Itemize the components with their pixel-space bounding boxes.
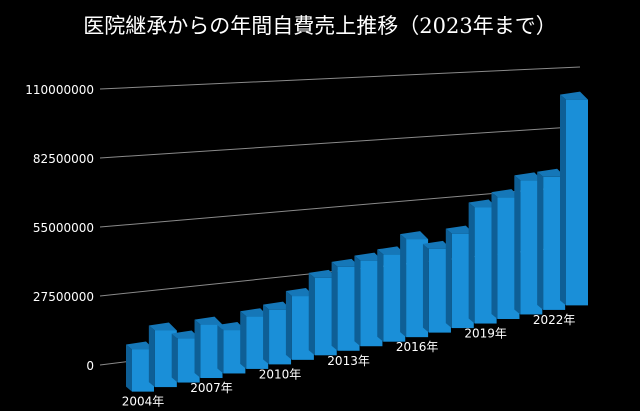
bar-side	[400, 234, 407, 338]
bar-top	[148, 322, 177, 331]
bar	[543, 176, 566, 310]
y-tick-label: 55000000	[33, 221, 94, 235]
x-tick-label: 2019年	[464, 327, 507, 341]
bar-side	[537, 171, 544, 310]
bar-top	[240, 308, 269, 317]
bar-side	[240, 311, 247, 369]
bar-top	[194, 316, 223, 325]
bar	[497, 197, 520, 319]
bar	[223, 330, 246, 374]
bar-top	[217, 322, 246, 331]
bar	[200, 324, 223, 379]
bar	[177, 338, 200, 383]
bar-side	[422, 243, 429, 333]
bar-side	[263, 304, 270, 365]
bar	[406, 239, 429, 338]
bar-top	[354, 252, 383, 261]
bar-side	[468, 202, 475, 324]
bar-side	[148, 325, 155, 388]
y-tick-label: 0	[86, 359, 94, 373]
bar-side	[308, 272, 315, 356]
bar-top	[263, 301, 292, 310]
bar-side	[560, 94, 566, 306]
bar-top	[400, 231, 429, 240]
bar	[154, 330, 177, 388]
x-tick-label: 2016年	[396, 340, 439, 354]
bar	[520, 180, 543, 315]
x-tick-label: 2004年	[122, 395, 165, 409]
bar	[246, 316, 269, 369]
bar-side	[331, 261, 338, 351]
bar-top	[285, 288, 314, 297]
y-tick-label: 110000000	[25, 83, 94, 97]
bar-top	[560, 91, 588, 100]
bar	[291, 296, 314, 360]
bar	[337, 266, 360, 351]
bar-top	[468, 199, 497, 208]
gridline	[99, 66, 581, 90]
x-tick-label: 2022年	[533, 313, 576, 327]
bar-side	[491, 192, 498, 319]
gridline	[99, 126, 581, 159]
bar-side	[377, 249, 384, 342]
bar-top	[377, 246, 406, 255]
bar-side	[217, 325, 224, 374]
x-tick-label: 2010年	[259, 367, 302, 381]
bar-side	[194, 319, 201, 379]
bar-top	[514, 172, 543, 181]
bar-top	[308, 269, 337, 278]
bar-top	[126, 341, 154, 350]
bar	[566, 99, 588, 306]
bar	[269, 309, 292, 365]
bar-side	[171, 333, 178, 383]
bar	[132, 349, 154, 392]
bar	[360, 260, 383, 347]
y-tick-label: 82500000	[33, 152, 94, 166]
bar-side	[514, 175, 521, 315]
bar	[451, 233, 474, 329]
bar	[474, 207, 497, 324]
y-tick-label: 27500000	[33, 290, 94, 304]
bar-top	[422, 240, 451, 249]
x-tick-label: 2013年	[327, 354, 370, 368]
bar-side	[354, 255, 361, 347]
bar-side	[445, 228, 452, 329]
bar	[314, 277, 337, 356]
bar	[383, 254, 406, 342]
chart-title: 医院継承からの年間自費売上推移（2023年まで）	[83, 14, 557, 38]
bar-side	[285, 291, 292, 360]
bar-top	[537, 168, 566, 177]
bar	[428, 248, 451, 333]
bar-top	[445, 225, 474, 234]
bar-top	[171, 330, 200, 339]
bar-top	[491, 189, 520, 198]
bar-top	[331, 258, 360, 267]
x-tick-label: 2007年	[190, 381, 233, 395]
bar-side	[126, 344, 132, 392]
